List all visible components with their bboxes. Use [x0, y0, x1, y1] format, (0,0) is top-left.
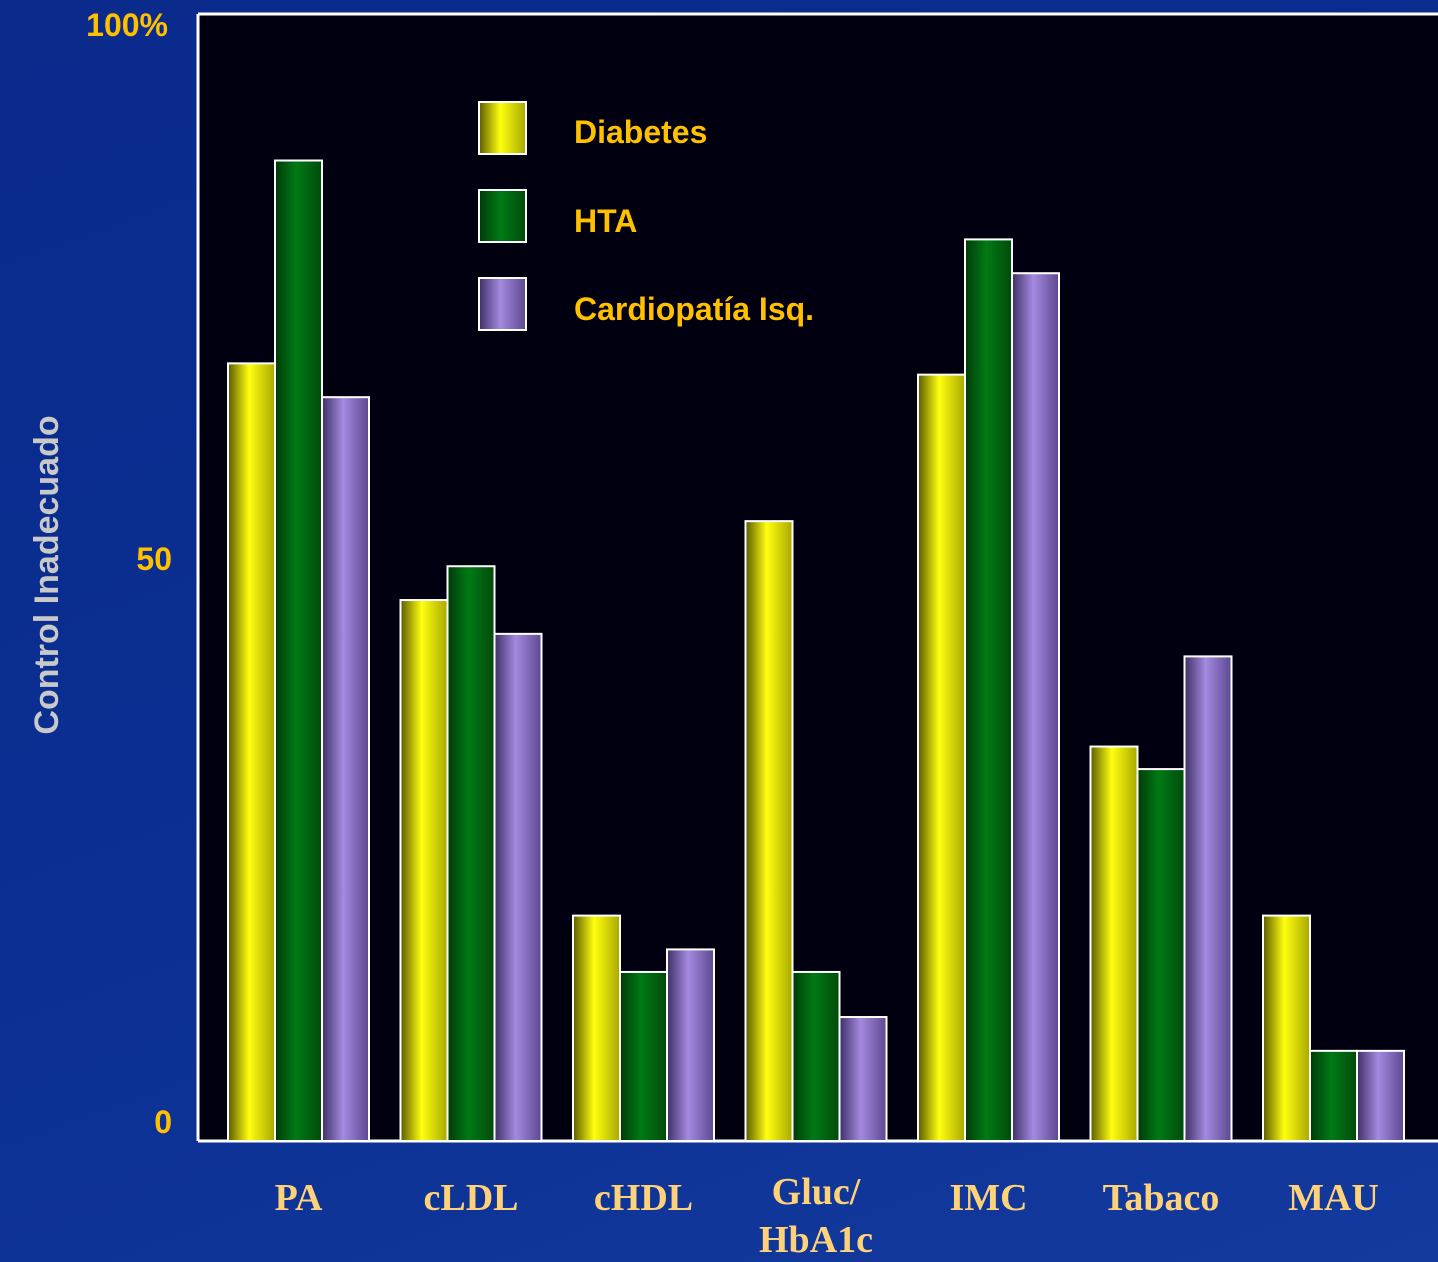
legend-swatch-cardiopatia [478, 277, 527, 331]
bar-chdl-diabetes [572, 914, 621, 1142]
legend-swatch-hta [478, 189, 527, 243]
x-tick-label-cldl: cLDL [424, 1177, 519, 1219]
bar-imc-hta [964, 238, 1013, 1142]
bar-cldl-hta [446, 565, 496, 1142]
bar-pa-diabetes [227, 362, 276, 1142]
legend-label-diabetes: Diabetes [574, 114, 707, 150]
bar-pa-cardiopatia-isq [321, 396, 370, 1142]
bar-cldl-cardiopatia-isq [493, 632, 543, 1142]
y-tick-label-0: 0 [154, 1104, 172, 1140]
x-tick-label-imc: IMC [949, 1177, 1027, 1219]
bar-tabaco-cardiopatia-isq [1183, 655, 1233, 1142]
bar-imc-diabetes [917, 373, 966, 1142]
bar-gluc-hba1c-hta [791, 970, 841, 1143]
bar-cldl-diabetes [399, 599, 449, 1142]
legend-swatch-diabetes [478, 101, 527, 155]
bar-mau-hta [1309, 1049, 1358, 1142]
y-tick-label-100: 100% [86, 7, 168, 43]
x-tick-label-gluc-hba1c: Gluc/HbA1c [759, 1171, 873, 1261]
bar-pa-hta [274, 159, 323, 1142]
bar-tabaco-diabetes [1089, 745, 1139, 1142]
x-tick-label-chdl: cHDL [594, 1177, 693, 1219]
bar-mau-diabetes [1262, 914, 1311, 1142]
bar-gluc-hba1c-cardiopatia-isq [838, 1016, 888, 1143]
bar-tabaco-hta [1136, 768, 1186, 1143]
bar-mau-cardiopatia-isq [1356, 1049, 1405, 1142]
x-tick-label-tabaco: Tabaco [1103, 1177, 1220, 1219]
bars-layer [227, 159, 1405, 1143]
bar-chdl-cardiopatia-isq [666, 948, 715, 1142]
legend-label-cardiopatia: Cardiopatía Isq. [574, 291, 814, 327]
y-tick-label-50: 50 [136, 541, 172, 577]
bar-gluc-hba1c-diabetes [744, 520, 794, 1142]
x-tick-label-pa: PA [275, 1177, 323, 1219]
legend-label-hta: HTA [574, 203, 637, 239]
bar-imc-cardiopatia-isq [1011, 272, 1060, 1142]
legend: Diabetes HTA Cardiopatía Isq. [478, 101, 814, 331]
bar-chdl-hta [619, 970, 668, 1143]
x-tick-label-mau: MAU [1288, 1177, 1379, 1219]
y-axis-title: Control Inadecuado [28, 415, 66, 734]
category-labels: PA cLDL cHDL Gluc/HbA1c IMC Tabaco MAU [275, 1171, 1379, 1261]
